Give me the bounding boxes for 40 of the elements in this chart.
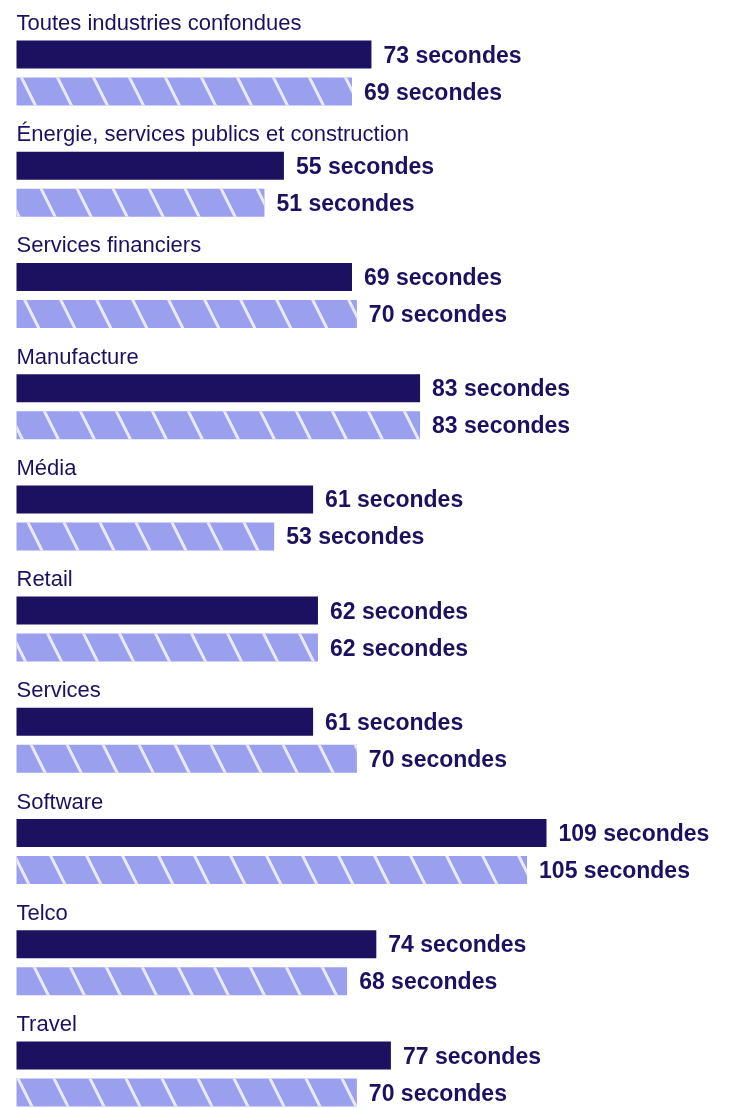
y-tick-label: Services <box>16 677 101 703</box>
data-label: 62 secondes <box>329 597 469 624</box>
data-label: 70 secondes <box>368 1079 507 1106</box>
bar <box>16 485 314 514</box>
data-label: 53 secondes <box>286 523 425 550</box>
data-label: 83 secondes <box>432 412 571 439</box>
bar <box>16 40 372 69</box>
bar <box>16 262 352 291</box>
y-tick-label: Services financiers <box>16 232 202 258</box>
bar <box>16 596 318 625</box>
data-label: 74 secondes <box>388 931 527 958</box>
data-label: 105 secondes <box>539 857 690 884</box>
bar <box>16 374 421 403</box>
data-label: 73 secondes <box>383 41 522 68</box>
data-label: 77 secondes <box>402 1042 541 1069</box>
bar <box>16 151 284 180</box>
data-label: 69 secondes <box>364 263 503 290</box>
data-label: 70 secondes <box>368 745 507 772</box>
data-label: 83 secondes <box>432 375 571 402</box>
data-label: 68 secondes <box>359 968 498 995</box>
y-tick-label: Média <box>16 454 78 480</box>
y-tick-label: Manufacture <box>16 343 139 369</box>
data-label: 69 secondes <box>364 78 503 105</box>
data-label: 55 secondes <box>295 152 435 179</box>
y-tick-label: Énergie, services publics et construction <box>16 121 410 147</box>
data-label: 109 secondes <box>558 820 710 847</box>
y-tick-label: Travel <box>16 1011 77 1036</box>
data-label: 70 secondes <box>368 300 507 327</box>
y-tick-label: Toutes industries confondues <box>16 10 302 35</box>
bar <box>16 707 314 736</box>
data-label: 62 secondes <box>329 634 469 661</box>
y-tick-label: Software <box>16 788 104 814</box>
data-label: 51 secondes <box>276 189 415 216</box>
bar <box>16 1041 391 1070</box>
data-label: 61 secondes <box>325 708 464 735</box>
y-tick-label: Retail <box>16 566 73 592</box>
data-label: 61 secondes <box>325 486 464 513</box>
bar <box>16 930 377 959</box>
y-tick-label: Telco <box>16 899 68 925</box>
bar <box>16 819 547 848</box>
